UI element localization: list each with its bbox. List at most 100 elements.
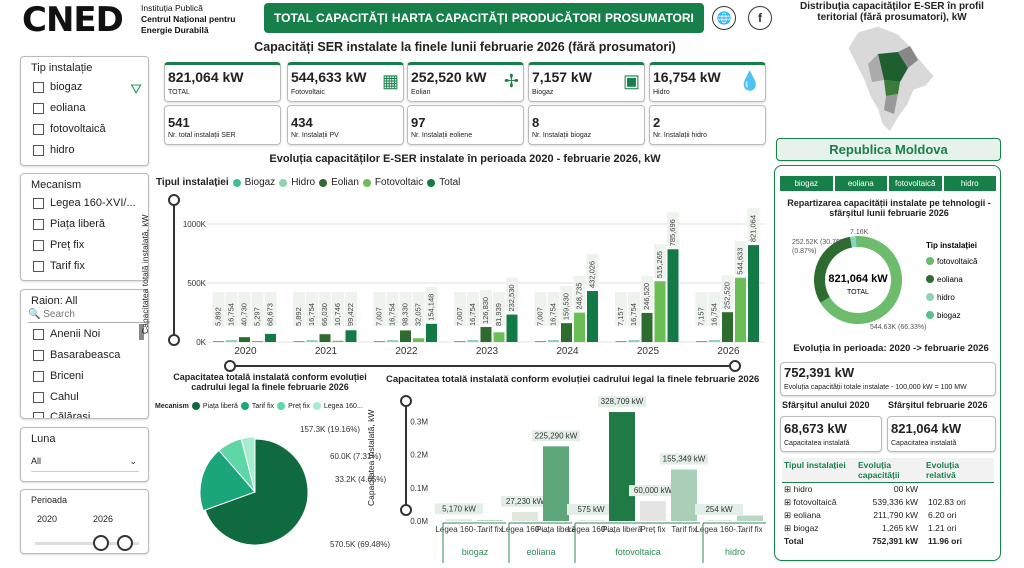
globe-icon[interactable]: 🌐 [712,6,736,30]
bar-eolian[interactable] [561,323,572,342]
bar[interactable] [737,515,763,521]
scrollbar-thumb[interactable] [139,324,144,340]
donut-slice-1[interactable] [814,236,852,303]
legend-eolian[interactable]: Eolian [331,177,359,188]
nav-total-capacitati[interactable]: TOTAL CAPACITĂȚI [274,11,388,25]
bar-total[interactable] [265,333,276,342]
table-row[interactable]: ⊞ eoliana 211,790 kW 6.20 ori [782,509,994,522]
bar-total[interactable] [426,323,437,342]
raion-search-input[interactable]: 🔍 Search [28,309,143,323]
bar-eolian[interactable] [319,334,331,342]
facebook-icon[interactable]: f [748,6,772,30]
tab-fotovoltaica[interactable]: fotovoltaică [889,176,942,191]
bar-total[interactable] [667,249,679,342]
checkbox-fotovoltaica[interactable]: fotovoltaică [33,123,106,135]
y-slider-handle[interactable] [168,194,180,206]
bar-total[interactable] [587,291,598,342]
th-evolutia[interactable]: Evoluția capacității [858,460,900,480]
donut-legend-item[interactable]: fotovoltaică [937,257,978,266]
bar[interactable] [446,519,472,521]
bar-biogaz[interactable] [213,341,224,342]
checkbox-raion[interactable]: Călărași [33,411,90,418]
bar[interactable] [706,520,732,521]
donut-slice-3[interactable] [855,236,858,248]
checkbox-tarif-fix[interactable]: Tarif fix [33,260,85,272]
x-slider-handle[interactable] [224,360,236,372]
bar[interactable] [609,412,635,521]
pie-slice-1[interactable] [199,449,256,512]
tab-hidro[interactable]: hidro [943,176,996,191]
bar-fotovoltaic[interactable] [735,277,746,342]
bar-biogaz[interactable] [696,341,707,342]
table-row[interactable]: Total 752,391 kW 11.96 ori [782,535,994,548]
bar-hidro[interactable] [709,340,720,342]
legend-legea[interactable]: Legea 160... [323,402,363,410]
th-tip[interactable]: Tipul instalației [784,460,846,470]
bar-fotovoltaic[interactable] [493,332,505,342]
legend-total[interactable]: Total [439,177,461,188]
bar-total[interactable] [345,330,357,342]
luna-dropdown[interactable]: All ⌄ [31,456,139,472]
bar-eolian[interactable] [239,337,250,342]
th-relativa[interactable]: Evoluția relativă [926,460,960,480]
bar[interactable] [477,520,503,521]
checkbox-hidro[interactable]: hidro [33,144,74,156]
table-row[interactable]: ⊞ fotovoltaică 539,336 kW 102.83 ori [782,496,994,509]
y-slider-handle[interactable] [400,395,412,407]
checkbox-piata-libera[interactable]: Piața liberă [33,218,105,230]
pie-slice-0[interactable] [204,438,309,546]
bar[interactable] [578,520,604,521]
bar-hidro[interactable] [387,340,398,342]
bar[interactable] [671,469,697,521]
bar-eolian[interactable] [722,312,733,342]
perioada-handle-end[interactable] [117,535,133,551]
bar-eolian[interactable] [480,327,492,342]
bar-eolian[interactable] [641,312,653,342]
donut-slice-2[interactable] [849,236,857,248]
legend-piata-libera[interactable]: Piața liberă [202,402,238,410]
checkbox-eoliana[interactable]: eoliana [33,102,85,114]
legend-pret-fix[interactable]: Preț fix [288,402,310,410]
checkbox-biogaz[interactable]: biogaz [33,81,82,93]
bar-biogaz[interactable] [293,341,305,342]
bar-total[interactable] [506,314,518,342]
y-slider-handle[interactable] [168,334,180,346]
legend-biogaz[interactable]: Biogaz [244,177,276,188]
bar-fotovoltaic[interactable] [252,341,263,342]
pie-slice-3[interactable] [240,436,256,493]
legend-tarif-fix[interactable]: Tarif fix [251,402,275,410]
filter-clear-icon[interactable]: ⛛ [130,81,142,97]
checkbox-raion[interactable]: Anenii Noi [33,328,100,340]
table-row[interactable]: ⊞ hidro 00 kW [782,483,994,496]
nav-prosumatori[interactable]: PROSUMATORI [605,11,694,25]
bar-hidro[interactable] [226,340,237,342]
moldova-map[interactable] [838,24,943,136]
legend-hidro[interactable]: Hidro [291,177,316,188]
checkbox-pret-fix[interactable]: Preț fix [33,239,84,251]
tab-biogaz[interactable]: biogaz [780,176,833,191]
bar[interactable] [640,501,666,521]
bar-biogaz[interactable] [535,341,546,342]
bar-hidro[interactable] [467,340,479,342]
checkbox-raion[interactable]: Cahul [33,391,79,403]
x-slider-handle[interactable] [729,360,741,372]
bar-eolian[interactable] [400,330,411,342]
checkbox-legea[interactable]: Legea 160-XVI/... [33,197,136,209]
tab-eoliana[interactable]: eoliana [834,176,887,191]
bar-fotovoltaic[interactable] [654,281,666,342]
donut-legend-item[interactable]: eoliana [937,275,963,284]
legend-fotovoltaic[interactable]: Fotovoltaic [374,177,424,188]
bar-hidro[interactable] [306,340,318,342]
donut-legend-item[interactable]: hidro [937,293,955,302]
bar-total[interactable] [748,245,759,342]
y-slider-handle[interactable] [400,504,412,516]
expand-icon[interactable]: ⊞ [784,510,792,520]
bar-biogaz[interactable] [374,341,385,342]
bar-fotovoltaic[interactable] [413,338,424,342]
perioada-handle-start[interactable] [93,535,109,551]
donut-legend-item[interactable]: biogaz [937,311,961,320]
expand-icon[interactable]: ⊞ [784,523,792,533]
nav-harta-capacitati[interactable]: HARTA CAPACITĂȚI [391,11,508,25]
checkbox-raion[interactable]: Basarabeasca [33,349,120,361]
expand-icon[interactable]: ⊞ [784,497,792,507]
